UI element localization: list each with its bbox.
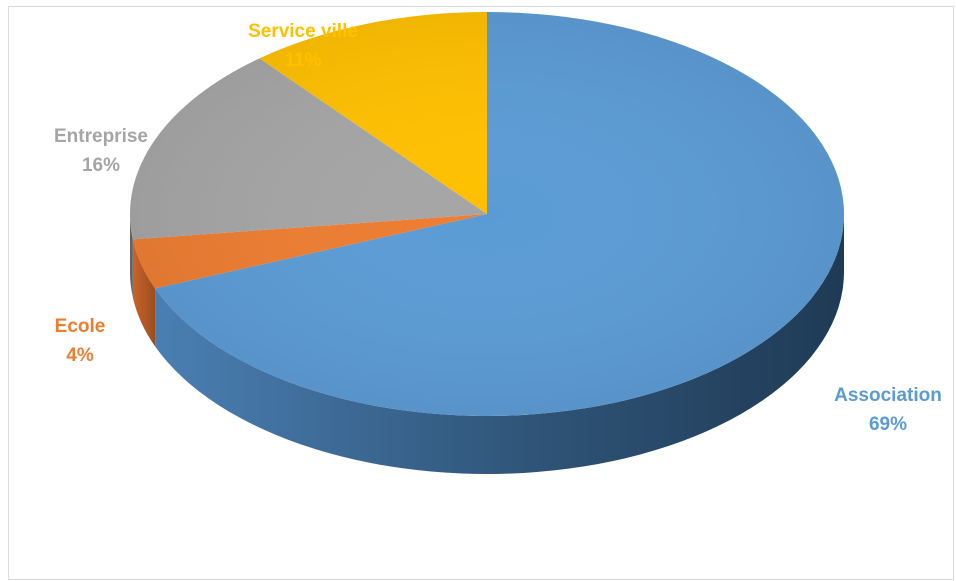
slice-percent-entreprise: 16% — [81, 155, 121, 176]
pie-tops — [129, 12, 844, 417]
slice-percent-service-ville: 11% — [284, 50, 322, 71]
slice-label-service-ville: Service ville 11% — [248, 17, 358, 75]
slice-label-entreprise: Entreprise 16% — [54, 122, 148, 180]
slice-name-ecole: Ecole — [54, 316, 106, 337]
slice-label-ecole: Ecole 4% — [55, 312, 106, 370]
pie-sides — [130, 214, 845, 475]
slice-side-entreprise — [130, 214, 133, 298]
slice-percent-ecole: 4% — [66, 345, 94, 366]
slice-side-association — [155, 214, 845, 475]
slice-side-ecole — [132, 239, 156, 347]
slice-name-service-ville: Service ville — [248, 21, 358, 42]
slice-name-association: Association — [834, 385, 942, 406]
slice-name-entreprise: Entreprise — [54, 126, 148, 147]
slice-percent-association: 69% — [868, 414, 908, 435]
slice-label-association: Association 69% — [834, 381, 942, 439]
pie-top-sheen — [130, 12, 844, 416]
